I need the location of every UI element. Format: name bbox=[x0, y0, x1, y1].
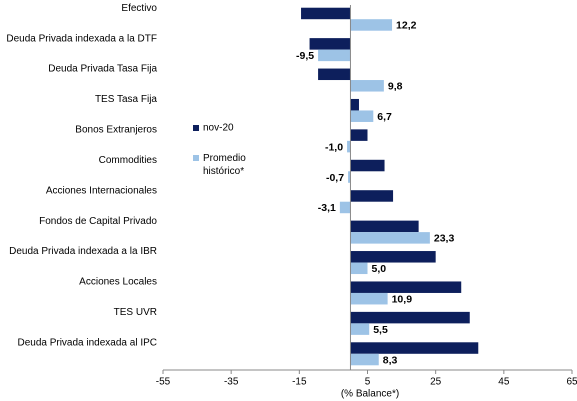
category-label: Efectivo bbox=[121, 3, 157, 14]
bar bbox=[350, 159, 385, 172]
value-label: -3,1 bbox=[318, 202, 336, 214]
bar bbox=[350, 251, 436, 263]
value-label: -9,5 bbox=[296, 50, 314, 62]
bar bbox=[350, 220, 419, 233]
x-tick-label: 25 bbox=[430, 377, 442, 388]
bar bbox=[347, 140, 351, 153]
value-label: -0,7 bbox=[326, 172, 344, 184]
category-label: Bonos Extranjeros bbox=[75, 125, 157, 136]
bar bbox=[350, 281, 462, 293]
x-tick-label: -55 bbox=[156, 377, 171, 388]
x-tick-label: 45 bbox=[498, 377, 510, 388]
category-label: Deuda Privada indexada a la IBR bbox=[9, 246, 157, 257]
bar bbox=[301, 7, 351, 20]
category-label: Acciones Internacionales bbox=[46, 185, 157, 196]
bar bbox=[350, 110, 374, 122]
category-label: Acciones Locales bbox=[79, 277, 157, 288]
bar bbox=[348, 171, 351, 183]
bar bbox=[350, 80, 384, 92]
legend-label: Promedio histórico* bbox=[203, 153, 246, 177]
value-label: -1,0 bbox=[325, 141, 343, 153]
value-label: 12,2 bbox=[396, 20, 417, 32]
value-label: 10,9 bbox=[392, 293, 413, 305]
category-label: Fondos de Capital Privado bbox=[39, 216, 157, 227]
x-tick-label: -15 bbox=[292, 377, 307, 388]
category-label: TES UVR bbox=[114, 307, 157, 318]
category-label: TES Tasa Fija bbox=[95, 94, 157, 105]
value-label: 9,8 bbox=[388, 81, 403, 93]
bar bbox=[350, 323, 370, 335]
value-label: 5,5 bbox=[373, 324, 388, 336]
bar bbox=[350, 190, 394, 202]
x-tick-label: 65 bbox=[566, 377, 577, 388]
category-label: Deuda Privada indexada al IPC bbox=[17, 337, 157, 348]
category-label: Deuda Privada Tasa Fija bbox=[48, 64, 157, 75]
bar bbox=[350, 232, 430, 244]
legend-swatch bbox=[193, 125, 199, 131]
value-label: 6,7 bbox=[377, 111, 392, 123]
category-label: Commodities bbox=[99, 155, 157, 166]
legend-swatch bbox=[193, 155, 199, 161]
category-label: Deuda Privada indexada a la DTF bbox=[6, 33, 157, 44]
bar bbox=[350, 311, 470, 324]
bar bbox=[309, 38, 351, 50]
x-tick-label: 5 bbox=[365, 377, 371, 388]
x-tick-label: -35 bbox=[224, 377, 239, 388]
bar bbox=[350, 98, 359, 111]
bar bbox=[318, 49, 351, 62]
legend-label: nov-20 bbox=[203, 123, 234, 134]
value-label: 23,3 bbox=[434, 233, 455, 245]
bar bbox=[318, 68, 351, 81]
value-label: 8,3 bbox=[383, 354, 398, 366]
bar bbox=[350, 262, 368, 275]
bar bbox=[350, 342, 479, 354]
bar bbox=[350, 292, 388, 305]
bar bbox=[339, 201, 351, 214]
bar bbox=[350, 353, 379, 366]
x-axis-label: (% Balance*) bbox=[341, 389, 399, 400]
value-label: 5,0 bbox=[372, 263, 387, 275]
bar bbox=[350, 129, 368, 141]
bar bbox=[350, 19, 393, 31]
